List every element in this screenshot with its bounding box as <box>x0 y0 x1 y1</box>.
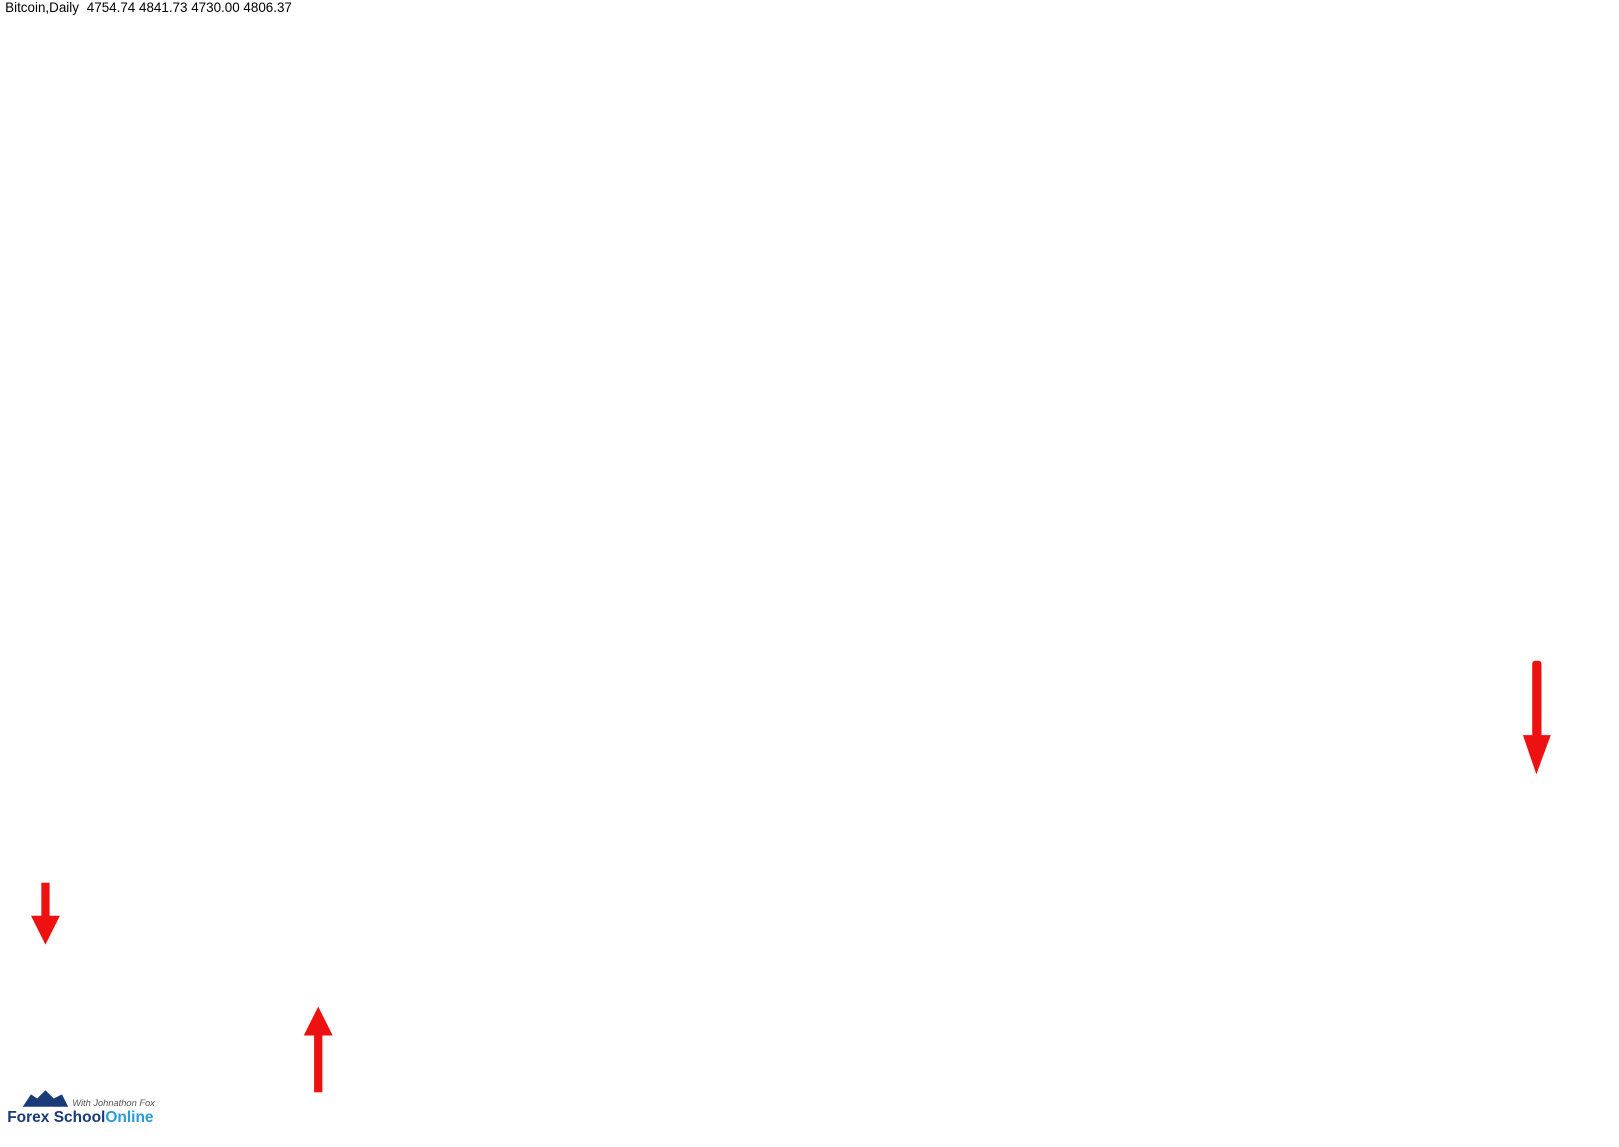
arrow <box>30 915 60 945</box>
logo-tagline: With Johnathon Fox <box>72 1098 155 1108</box>
logo-name: Forex SchoolOnline <box>7 1109 154 1126</box>
arrow <box>303 1006 333 1036</box>
arrow <box>1522 735 1551 775</box>
arrow <box>41 882 50 919</box>
chart-title: Bitcoin,Daily <box>5 0 79 15</box>
arrow <box>1532 660 1542 739</box>
logo: With Johnathon Fox Forex SchoolOnline <box>7 1090 155 1126</box>
chart-subtitle: 4754.74 4841.73 4730.00 4806.37 <box>87 0 292 15</box>
logo-icon <box>22 1090 69 1107</box>
annotations <box>30 660 1551 1093</box>
logo-name-b: Online <box>105 1109 154 1126</box>
logo-name-a: Forex School <box>7 1109 105 1126</box>
arrow <box>314 1032 323 1093</box>
